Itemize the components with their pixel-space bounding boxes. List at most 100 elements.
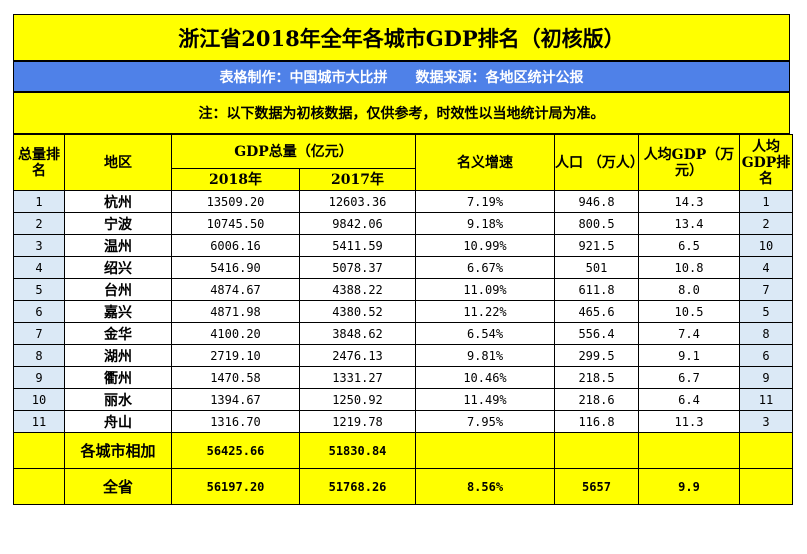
sum-growth-cell (415, 432, 555, 469)
growth-cell: 11.22% (415, 300, 555, 323)
rank-cell: 1 (13, 190, 65, 213)
per-capita-rank-cell: 2 (739, 212, 793, 235)
gdp-2018-cell: 6006.16 (171, 234, 300, 257)
gdp-per-capita-cell: 8.0 (638, 278, 740, 301)
gdp-per-capita-cell: 10.8 (638, 256, 740, 279)
rank-cell: 7 (13, 322, 65, 345)
population-cell: 218.6 (554, 388, 639, 411)
gdp-table-frame: 浙江省2018年全年各城市GDP排名（初核版） 表格制作：中国城市大比拼 数据来… (13, 14, 793, 538)
population-cell: 556.4 (554, 322, 639, 345)
per-capita-rank-cell: 1 (739, 190, 793, 213)
table-row: 7 金华 4100.20 3848.62 6.54% 556.4 7.4 8 (13, 322, 793, 345)
gdp-2018-cell: 4871.98 (171, 300, 300, 323)
sum-row: 各城市相加 56425.66 51830.84 (13, 432, 793, 469)
per-capita-rank-cell: 5 (739, 300, 793, 323)
province-perrank-cell (739, 468, 793, 505)
header-per-capita-rank: 人均GDP排名 (739, 134, 793, 191)
gdp-2017-cell: 1250.92 (299, 388, 416, 411)
gdp-per-capita-cell: 6.5 (638, 234, 740, 257)
table-row: 11 舟山 1316.70 1219.78 7.95% 116.8 11.3 3 (13, 410, 793, 433)
per-capita-rank-cell: 8 (739, 322, 793, 345)
per-capita-rank-cell: 3 (739, 410, 793, 433)
population-cell: 501 (554, 256, 639, 279)
rank-cell: 5 (13, 278, 65, 301)
per-capita-rank-cell: 11 (739, 388, 793, 411)
city-cell: 宁波 (64, 212, 172, 235)
growth-cell: 11.09% (415, 278, 555, 301)
city-cell: 绍兴 (64, 256, 172, 279)
growth-cell: 9.18% (415, 212, 555, 235)
per-capita-rank-cell: 6 (739, 344, 793, 367)
per-capita-rank-cell: 9 (739, 366, 793, 389)
gdp-table: 总量排名 地区 GDP总量（亿元） 名义增速 人口 （万人） 人均GDP（万元）… (13, 134, 793, 505)
table-row: 1 杭州 13509.20 12603.36 7.19% 946.8 14.3 1 (13, 190, 793, 213)
gdp-per-capita-cell: 9.1 (638, 344, 740, 367)
gdp-per-capita-cell: 7.4 (638, 322, 740, 345)
gdp-per-capita-cell: 6.7 (638, 366, 740, 389)
gdp-per-capita-cell: 14.3 (638, 190, 740, 213)
province-label: 全省 (64, 468, 172, 505)
gdp-2017-cell: 5078.37 (299, 256, 416, 279)
per-capita-rank-cell: 7 (739, 278, 793, 301)
gdp-2018-cell: 1394.67 (171, 388, 300, 411)
city-cell: 舟山 (64, 410, 172, 433)
gdp-2017-cell: 4380.52 (299, 300, 416, 323)
rank-cell: 10 (13, 388, 65, 411)
table-row: 2 宁波 10745.50 9842.06 9.18% 800.5 13.4 2 (13, 212, 793, 235)
growth-cell: 11.49% (415, 388, 555, 411)
city-cell: 嘉兴 (64, 300, 172, 323)
sum-label: 各城市相加 (64, 432, 172, 469)
gdp-2017-cell: 2476.13 (299, 344, 416, 367)
rank-cell: 6 (13, 300, 65, 323)
city-cell: 丽水 (64, 388, 172, 411)
population-cell: 116.8 (554, 410, 639, 433)
province-rank-cell (13, 468, 65, 505)
province-gdp-2018: 56197.20 (171, 468, 300, 505)
rank-cell: 3 (13, 234, 65, 257)
per-capita-rank-cell: 4 (739, 256, 793, 279)
growth-cell: 10.46% (415, 366, 555, 389)
gdp-2017-cell: 9842.06 (299, 212, 416, 235)
gdp-per-capita-cell: 13.4 (638, 212, 740, 235)
gdp-2017-cell: 4388.22 (299, 278, 416, 301)
population-cell: 921.5 (554, 234, 639, 257)
table-title: 浙江省2018年全年各城市GDP排名（初核版） (13, 14, 790, 61)
table-row: 3 温州 6006.16 5411.59 10.99% 921.5 6.5 10 (13, 234, 793, 257)
population-cell: 946.8 (554, 190, 639, 213)
rank-cell: 11 (13, 410, 65, 433)
gdp-2018-cell: 4100.20 (171, 322, 300, 345)
province-row: 全省 56197.20 51768.26 8.56% 5657 9.9 (13, 468, 793, 505)
gdp-2018-cell: 2719.10 (171, 344, 300, 367)
header-year-2017: 2017年 (299, 168, 416, 191)
data-rows: 1 杭州 13509.20 12603.36 7.19% 946.8 14.3 1 2 宁波 107… (13, 190, 793, 433)
city-cell: 湖州 (64, 344, 172, 367)
population-cell: 299.5 (554, 344, 639, 367)
rank-cell: 8 (13, 344, 65, 367)
growth-cell: 6.54% (415, 322, 555, 345)
province-gdp-2017: 51768.26 (299, 468, 416, 505)
city-cell: 杭州 (64, 190, 172, 213)
table-row: 8 湖州 2719.10 2476.13 9.81% 299.5 9.1 6 (13, 344, 793, 367)
table-row: 6 嘉兴 4871.98 4380.52 11.22% 465.6 10.5 5 (13, 300, 793, 323)
gdp-per-capita-cell: 11.3 (638, 410, 740, 433)
province-growth: 8.56% (415, 468, 555, 505)
growth-cell: 10.99% (415, 234, 555, 257)
gdp-2017-cell: 12603.36 (299, 190, 416, 213)
table-maker: 表格制作：中国城市大比拼 (219, 69, 388, 86)
gdp-2018-cell: 13509.20 (171, 190, 300, 213)
disclaimer-note: 注：以下数据为初核数据，仅供参考，时效性以当地统计局为准。 (13, 92, 790, 134)
header-gdp-total: GDP总量（亿元） (171, 134, 416, 169)
table-row: 5 台州 4874.67 4388.22 11.09% 611.8 8.0 7 (13, 278, 793, 301)
population-cell: 218.5 (554, 366, 639, 389)
subtitle-band: 表格制作：中国城市大比拼 数据来源：各地区统计公报 (13, 61, 790, 92)
gdp-2017-cell: 1219.78 (299, 410, 416, 433)
gdp-2017-cell: 1331.27 (299, 366, 416, 389)
population-cell: 611.8 (554, 278, 639, 301)
sum-perrank-cell (739, 432, 793, 469)
growth-cell: 9.81% (415, 344, 555, 367)
data-source: 数据来源：各地区统计公报 (415, 69, 584, 86)
province-gdp-per-capita: 9.9 (638, 468, 740, 505)
gdp-2017-cell: 3848.62 (299, 322, 416, 345)
rank-cell: 4 (13, 256, 65, 279)
header-gdp-per-capita: 人均GDP（万元） (638, 134, 740, 191)
